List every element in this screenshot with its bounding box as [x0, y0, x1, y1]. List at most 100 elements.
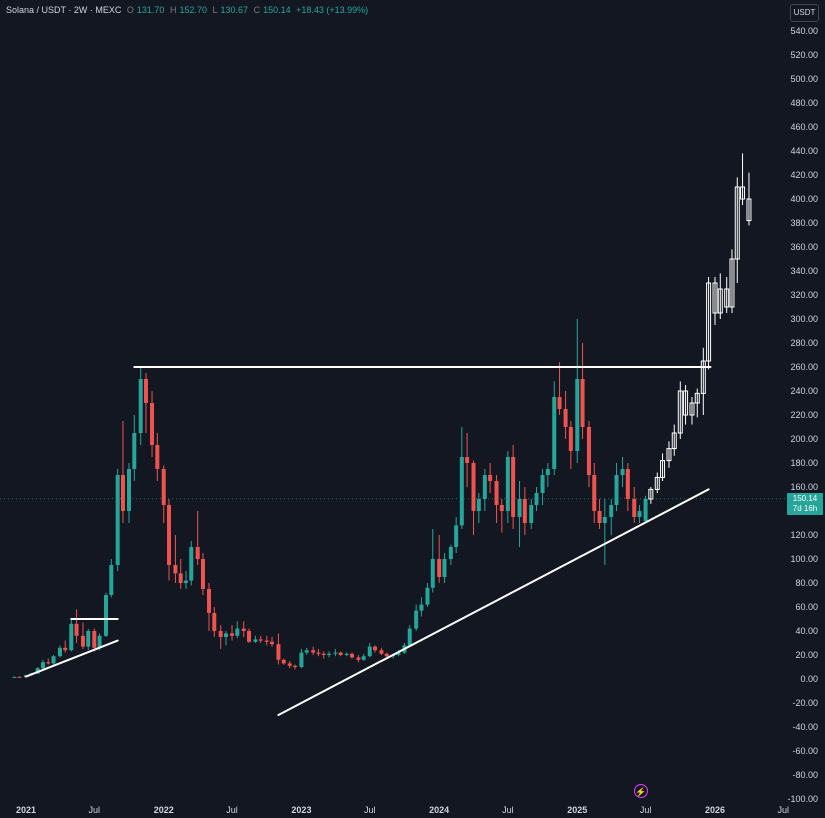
y-tick-label: 320.00 — [790, 290, 818, 300]
y-tick-label: 380.00 — [790, 218, 818, 228]
x-tick-label: 2021 — [16, 805, 36, 815]
support-trendline — [277, 488, 710, 716]
candle-body — [40, 662, 45, 669]
candle-body — [173, 565, 178, 574]
candle-body — [482, 475, 487, 499]
candle-body — [127, 469, 132, 511]
candle-body — [74, 623, 79, 636]
high-label: H — [169, 5, 177, 15]
candle-body — [557, 397, 562, 409]
current-price-tag: 150.14 7d 16h — [787, 493, 823, 515]
candle-body — [333, 652, 338, 654]
candle-body — [511, 457, 516, 517]
y-tick-label: 340.00 — [790, 266, 818, 276]
y-tick-label: 20.00 — [795, 650, 818, 660]
candle-body — [625, 469, 630, 499]
candle-body — [46, 662, 51, 664]
candle-body — [57, 647, 62, 657]
candle-body — [316, 652, 321, 654]
candle-body — [161, 469, 166, 505]
x-tick-label: 2023 — [291, 805, 311, 815]
x-tick-label: Jul — [778, 805, 790, 815]
candle-body — [103, 595, 108, 636]
candle-body — [200, 559, 205, 589]
y-tick-label: -80.00 — [792, 770, 818, 780]
candle-body — [373, 646, 378, 651]
y-tick-label: 220.00 — [790, 410, 818, 420]
candle-body — [63, 647, 68, 651]
projection-candle — [746, 198, 752, 222]
candle-body — [517, 499, 522, 517]
open-label: O — [126, 5, 134, 15]
candle-body — [465, 457, 470, 463]
candle-body — [534, 493, 539, 505]
candle-body — [442, 559, 447, 577]
y-tick-label: 500.00 — [790, 74, 818, 84]
projection-candle — [734, 186, 740, 260]
candle-body — [602, 517, 607, 523]
x-tick-label: Jul — [640, 805, 652, 815]
candle-body — [258, 639, 263, 641]
open-value: 131.70 — [136, 5, 165, 15]
y-tick-label: 0.00 — [800, 674, 818, 684]
x-tick-label: Jul — [502, 805, 514, 815]
y-tick-label: 420.00 — [790, 170, 818, 180]
candle-body — [552, 397, 557, 469]
candle-body — [281, 659, 286, 664]
y-tick-label: 160.00 — [790, 482, 818, 492]
y-tick-label: -20.00 — [792, 698, 818, 708]
x-tick-label: 2022 — [154, 805, 174, 815]
x-tick-label: 2024 — [429, 805, 449, 815]
candle-body — [120, 475, 125, 511]
y-tick-label: 60.00 — [795, 602, 818, 612]
candle-body — [448, 547, 453, 559]
candle-body — [540, 475, 545, 493]
close-value: 150.14 — [263, 5, 291, 15]
candle-body — [476, 499, 481, 511]
projection-candle — [712, 282, 718, 314]
candle-body — [264, 640, 269, 642]
low-label: L — [212, 5, 218, 15]
candle-body — [407, 628, 412, 646]
symbol-label[interactable]: Solana / USDT · 2W · MEXC — [6, 5, 122, 15]
current-price-value: 150.14 — [792, 494, 818, 503]
x-tick-label: 2026 — [705, 805, 725, 815]
flash-icon[interactable]: ⚡ — [634, 784, 648, 798]
candle-body — [212, 613, 217, 631]
candle-body — [92, 631, 97, 648]
y-tick-label: 400.00 — [790, 194, 818, 204]
projection-candle — [717, 288, 723, 314]
candle-body — [379, 650, 384, 654]
candle-body — [155, 445, 160, 469]
candle-body — [178, 573, 183, 583]
candle-body — [454, 525, 459, 547]
candle-body — [12, 676, 17, 678]
y-tick-label: 40.00 — [795, 626, 818, 636]
y-tick-label: 460.00 — [790, 122, 818, 132]
candle-body — [545, 469, 550, 475]
candle-body — [597, 511, 602, 523]
candle-body — [230, 633, 235, 636]
projection-candle — [729, 258, 735, 308]
y-tick-label: 480.00 — [790, 98, 818, 108]
candle-body — [247, 631, 252, 642]
candle-body — [563, 409, 568, 427]
candle-body — [299, 652, 304, 667]
projection-candle — [700, 360, 706, 394]
candle-body — [367, 646, 372, 657]
candle-body — [419, 604, 424, 611]
candle-body — [311, 650, 316, 653]
y-tick-label: 360.00 — [790, 242, 818, 252]
candle-body — [253, 639, 258, 642]
candle-body — [276, 644, 281, 660]
y-tick-label: 100.00 — [790, 554, 818, 564]
candle-body — [293, 665, 298, 667]
projection-candle — [666, 448, 672, 462]
candle-body — [437, 559, 442, 577]
candle-body — [632, 499, 637, 517]
candle-body — [97, 635, 102, 648]
currency-button[interactable]: USDT — [790, 4, 819, 22]
candle-body — [35, 668, 40, 674]
projection-candle — [671, 432, 677, 450]
